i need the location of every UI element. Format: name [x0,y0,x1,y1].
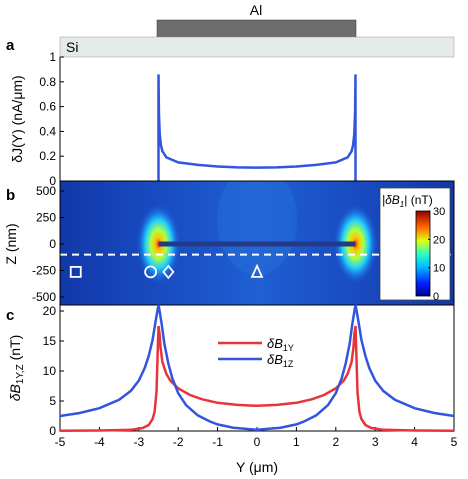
colorbar-ticks: 0 10 20 30 [428,206,445,303]
colorbar-tick-label: 30 [433,206,445,218]
colorbar-tick-label: 0 [433,291,439,303]
panel-b: -500 -250 0 250 500 Z (nm) 0 10 20 30 |δB1| (nT… [3,180,455,306]
panel-c-xtick-label: 0 [254,435,261,449]
panel-b-ytick-label: -250 [32,264,56,278]
panel-c-xtick-label: 4 [411,435,418,449]
marker-circle [144,265,158,279]
panel-c-ytick-label: 0 [49,424,56,438]
colorbar-tick-label: 20 [433,234,445,246]
panel-c-y-label-sub: 1Y,Z [15,364,26,384]
marker-triangle [250,263,264,278]
panel-c-xtick-label: 2 [332,435,339,449]
panel-letter-b: b [6,187,15,204]
panel-c-xtick-label: 1 [293,435,300,449]
panel-b-ytick-label: -500 [32,290,56,304]
panel-a-ytick-label: 0.8 [39,75,56,89]
panel-c-y-ticks: 0 5 10 15 20 [43,304,64,438]
colorbar-label-sub: 1 [400,200,404,209]
panel-a-ytick-label: 1 [49,50,56,64]
legend-dB1Z-sub: 1Z [283,359,294,369]
panel-a-y-ticks: 0 0.2 0.4 0.6 0.8 1 [39,50,64,188]
panel-c-xtick-label: 3 [372,435,379,449]
panel-c-xtick-label: -2 [173,435,184,449]
legend-entry-dB1Y: δB1Y [267,336,294,353]
series-line-dB1Z [59,304,455,432]
legend-dB1Y-sub: 1Y [283,343,294,353]
panel-a-ytick-label: 0.2 [39,149,56,163]
colorbar-label-prefix: |δB [382,193,400,207]
legend-dB1Z-main: δB [267,352,283,367]
legend-dB1Y-main: δB [267,336,283,351]
panel-c-xtick-label: 5 [451,435,458,449]
panel-b-ytick-label: 500 [36,184,56,198]
panel-c-y-label-main: δB [7,384,23,401]
heatmap-faint-center-lobe [217,181,297,275]
colorbar-gradient [415,210,431,297]
panel-c-ytick-label: 20 [43,304,57,318]
panel-c-xtick-label: -1 [212,435,223,449]
panel-c-y-axis-label: δB1Y,Z (nT) [7,335,26,402]
panel-c-xtick-label: -4 [94,435,105,449]
marker-square [69,265,82,278]
panel-c-ytick-label: 5 [49,394,56,408]
heatmap-markers [69,263,264,280]
colorbar-label-suffix: | (nT) [404,193,432,207]
colorbar-frame [379,187,451,301]
panel-a-ytick-label: 0.4 [39,124,56,138]
panel-c-y-label-unit: (nT) [7,335,23,365]
legend-entry-dB1Z: δB1Z [267,352,294,369]
panel-b-ytick-label: 0 [49,237,56,251]
panel-letter-a: a [6,37,15,54]
panel-c-ytick-label: 15 [43,334,57,348]
panel-c-xtick-label: -5 [55,435,66,449]
panel-a-y-axis-label: δJ(Y) (nA/μm) [9,75,25,162]
panel-a-ytick-label: 0 [49,174,56,188]
colorbar-label: |δB1| (nT) [382,193,433,209]
panel-a-ytick-label: 0.6 [39,100,56,114]
al-strip [156,19,357,38]
series-line-dB1Y [59,325,455,432]
panel-a-current-density-line [157,74,357,181]
panel-b-y-ticks: -500 -250 0 250 500 [32,184,64,304]
panel-c-x-axis-label: Y (μm) [236,459,278,475]
al-label: Al [250,2,262,18]
si-label: Si [66,39,78,55]
si-substrate [59,36,455,58]
panel-b-y-axis-label: Z (nm) [3,223,19,264]
panel-letter-c: c [6,307,14,324]
panel-b-ytick-label: 250 [36,211,56,225]
panel-c-xtick-label: -3 [133,435,144,449]
colorbar-tick-label: 10 [433,263,445,275]
marker-diamond [162,264,175,280]
legend: δB1Y δB1Z [218,336,294,369]
panel-c-x-ticks: -5 -4 -3 -2 -1 0 1 2 3 4 5 [55,427,458,449]
panel-c-ytick-label: 10 [43,364,57,378]
panel-a: 0 0.2 0.4 0.6 0.8 1 δJ(Y) (nA/μm) [9,50,357,188]
